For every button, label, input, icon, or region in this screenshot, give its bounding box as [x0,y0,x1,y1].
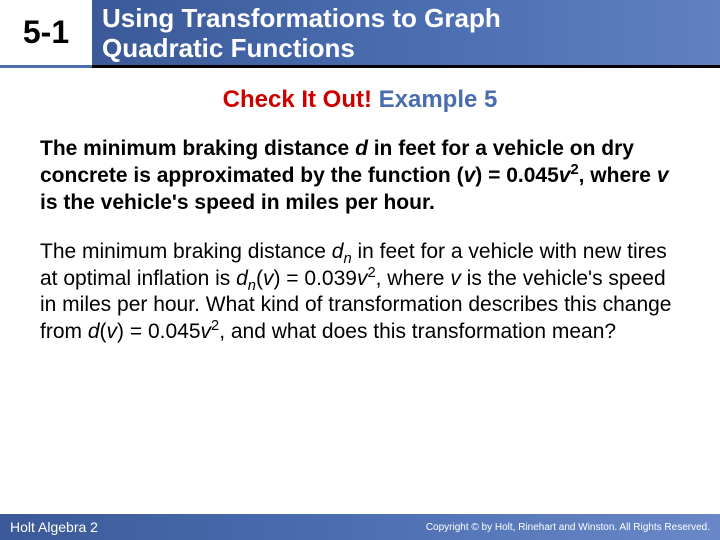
body-content: The minimum braking distance d in feet f… [0,136,720,346]
superscript: 2 [211,318,219,334]
text-run: ( [100,320,107,343]
text-run: ( [256,267,263,290]
text-run: , where [579,164,657,187]
callout-red-text: Check It Out! [223,86,372,113]
example-callout: Check It Out! Example 5 [0,86,720,114]
section-number: 5-1 [0,0,92,68]
text-run: The minimum braking distance [40,137,355,160]
var-v: v [450,267,461,290]
text-run: is the vehicle's speed in miles per hour… [40,191,435,214]
callout-blue-text: Example 5 [379,86,498,113]
footer-copyright: Copyright © by Holt, Rinehart and Winsto… [426,522,710,533]
var-v: v [559,164,571,187]
slide-footer: Holt Algebra 2 Copyright © by Holt, Rine… [0,514,720,540]
text-run: ) = 0.039 [273,267,356,290]
subscript: n [248,278,256,294]
slide-header: 5-1 Using Transformations to Graph Quadr… [0,0,720,68]
var-d: d [355,137,368,160]
var-v: v [107,320,118,343]
text-run: The minimum braking distance [40,240,332,263]
var-v: v [464,164,476,187]
paragraph-1: The minimum braking distance d in feet f… [40,136,680,217]
var-v: v [357,267,368,290]
subscript: n [343,251,351,267]
var-v: v [657,164,669,187]
var-v: v [201,320,212,343]
superscript: 2 [570,162,578,178]
var-dn: d [332,240,344,263]
superscript: 2 [367,265,375,281]
var-v: v [263,267,274,290]
slide-title: Using Transformations to Graph Quadratic… [92,0,720,68]
text-run: , and what does this transformation mean… [219,320,616,343]
var-d: d [88,320,100,343]
title-line-2: Quadratic Functions [102,34,710,64]
var-dn: d [236,267,248,290]
text-run: ) = 0.045 [117,320,200,343]
text-run: , where [376,267,451,290]
footer-book-title: Holt Algebra 2 [10,519,98,535]
text-run: ) = 0.045 [475,164,558,187]
title-line-1: Using Transformations to Graph [102,4,710,34]
paragraph-2: The minimum braking distance dn in feet … [40,239,680,347]
